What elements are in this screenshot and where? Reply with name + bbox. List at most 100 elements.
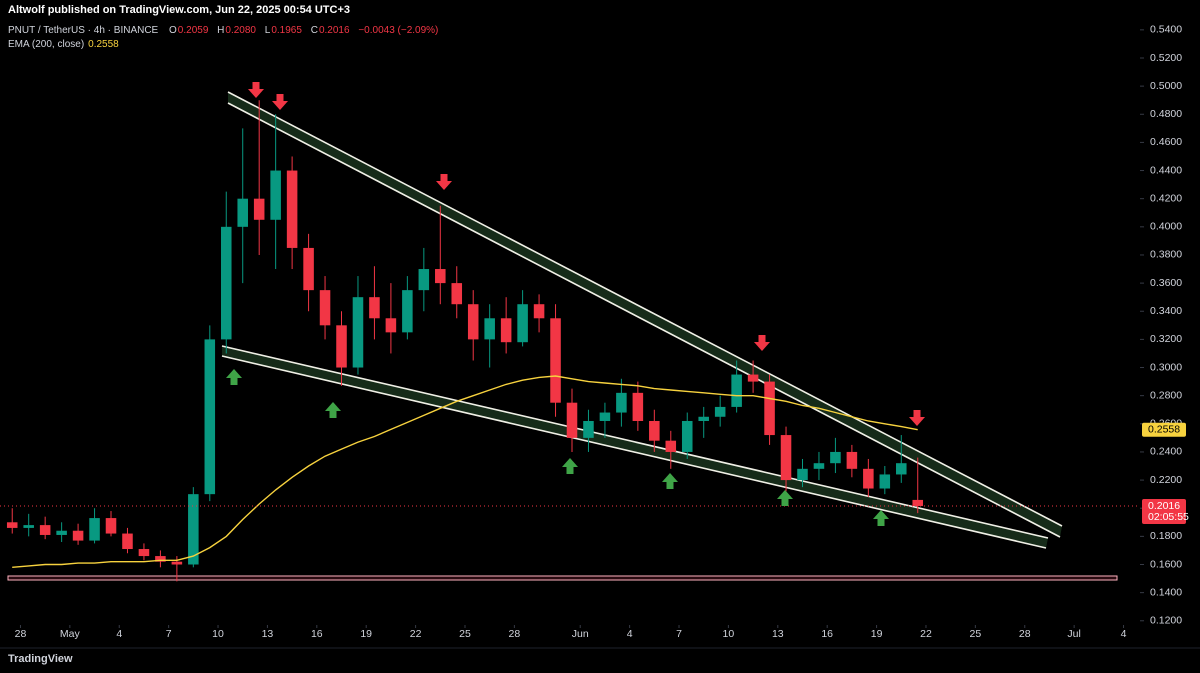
candle-body	[780, 435, 792, 481]
ohlc-letter: L	[264, 25, 271, 36]
sell-arrow	[909, 410, 925, 426]
x-tick-label: 7	[676, 628, 682, 640]
y-tick-label: 0.5400	[1150, 24, 1182, 36]
y-tick-label: 0.3000	[1150, 361, 1182, 373]
ohlc-value: 0.2080	[225, 25, 256, 36]
candle-body	[402, 290, 413, 333]
y-tick-label: 0.5000	[1150, 80, 1182, 92]
x-tick-label: 16	[821, 628, 833, 640]
symbol: PNUT / TetherUS · 4h · BINANCE	[8, 25, 159, 36]
candle-body	[714, 406, 726, 417]
symbol-legend: PNUT / TetherUS · 4h · BINANCE O0.2059 H…	[8, 25, 444, 36]
candle-body	[879, 474, 891, 489]
price-tag	[1142, 498, 1186, 524]
y-tick-label: 0.5200	[1150, 52, 1182, 64]
sell-arrow	[436, 174, 452, 190]
x-tick-label: Jul	[1067, 628, 1080, 640]
candle-body	[286, 170, 298, 248]
x-tick-label: 4	[627, 628, 633, 640]
countdown-label: 02:05:55	[1148, 511, 1189, 523]
plot	[0, 100, 1140, 582]
y-tick-label: 0.2800	[1150, 389, 1182, 401]
candle-body	[89, 518, 100, 541]
buy-arrow	[777, 490, 793, 506]
candle-body	[830, 451, 841, 464]
publisher-line: Altwolf published on TradingView.com, Ju…	[8, 4, 351, 16]
logo: TradingView	[8, 653, 73, 665]
candle-body	[105, 518, 117, 534]
candle-body	[797, 468, 808, 481]
candle-body	[188, 494, 199, 565]
channel-fill	[222, 346, 1048, 548]
change: −0.0043 (−2.09%)	[358, 25, 439, 36]
axes: 0.5400 0.5200 0.5000 0.4800 0.4600 0.4400 0.42…	[15, 24, 1189, 640]
x-tick-label: 4	[1121, 628, 1127, 640]
candle-body	[23, 525, 34, 528]
candle-body	[56, 530, 67, 535]
candle-body	[155, 556, 166, 562]
x-tick-label: 28	[1019, 628, 1031, 640]
sell-arrow	[272, 94, 288, 110]
indicator-tag-label: 0.2558	[1148, 423, 1180, 435]
y-tick-label: 0.4000	[1150, 221, 1182, 233]
x-tick-label: 10	[723, 628, 735, 640]
trend-line	[227, 91, 1063, 527]
y-tick-label: 0.4400	[1150, 164, 1182, 176]
x-tick-label: 7	[166, 628, 172, 640]
candle-body	[6, 522, 18, 528]
candle-body	[764, 381, 775, 436]
y-tick-label: 0.2200	[1150, 474, 1182, 486]
ohlc-letter: H	[217, 25, 225, 36]
trend-line	[221, 345, 1049, 539]
ohlc-value: 0.1965	[271, 25, 302, 36]
candle-body	[39, 525, 51, 535]
x-tick-label: 16	[311, 628, 323, 640]
ohlc-value: 0.2059	[177, 25, 209, 36]
candle-body	[599, 412, 611, 421]
candle-body	[616, 392, 627, 413]
y-tick-label: 0.3200	[1150, 333, 1182, 345]
ema-line	[12, 375, 918, 568]
candle-body	[681, 420, 693, 452]
y-tick-label: 0.2400	[1150, 446, 1182, 458]
candle-body	[138, 549, 150, 557]
indicator-value: 0.2558	[88, 39, 119, 50]
candle-body	[566, 402, 578, 438]
y-tick-label: 0.3400	[1150, 305, 1182, 317]
candle-body	[352, 297, 364, 368]
ohlc-letter: O	[169, 25, 177, 36]
candle-body	[533, 304, 545, 319]
sell-arrow	[248, 82, 264, 98]
y-tick-label: 0.4200	[1150, 192, 1182, 204]
candle-body	[451, 283, 463, 305]
indicator-name: EMA (200, close)	[8, 39, 85, 50]
candle-body	[369, 297, 380, 319]
candle-body	[550, 318, 561, 403]
candle-body	[583, 420, 594, 438]
candle-body	[632, 392, 644, 421]
y-tick-label: 0.4600	[1150, 136, 1182, 148]
candle-body	[171, 561, 183, 565]
ohlc-letter: C	[310, 25, 318, 36]
x-tick-label: 4	[116, 628, 122, 640]
candle-body	[500, 318, 512, 343]
y-tick-label: 0.1600	[1150, 558, 1182, 570]
indicator-legend: EMA (200, close) 0.2558	[8, 39, 119, 50]
candle-body	[336, 325, 347, 368]
y-tick-label: 0.4800	[1150, 108, 1182, 120]
candle-body	[122, 533, 133, 550]
candle-body	[731, 374, 742, 407]
candle-body	[484, 318, 495, 340]
candle-body	[912, 499, 924, 506]
buy-arrow	[562, 458, 578, 474]
drawings	[7, 91, 1118, 581]
x-tick-label: 10	[212, 628, 224, 640]
candle-body	[846, 451, 858, 469]
candle-body	[303, 247, 314, 291]
x-tick-label: 25	[970, 628, 982, 640]
x-tick-label: 22	[410, 628, 422, 640]
channel-fill	[228, 92, 1062, 537]
y-tick-label: 0.3600	[1150, 277, 1182, 289]
